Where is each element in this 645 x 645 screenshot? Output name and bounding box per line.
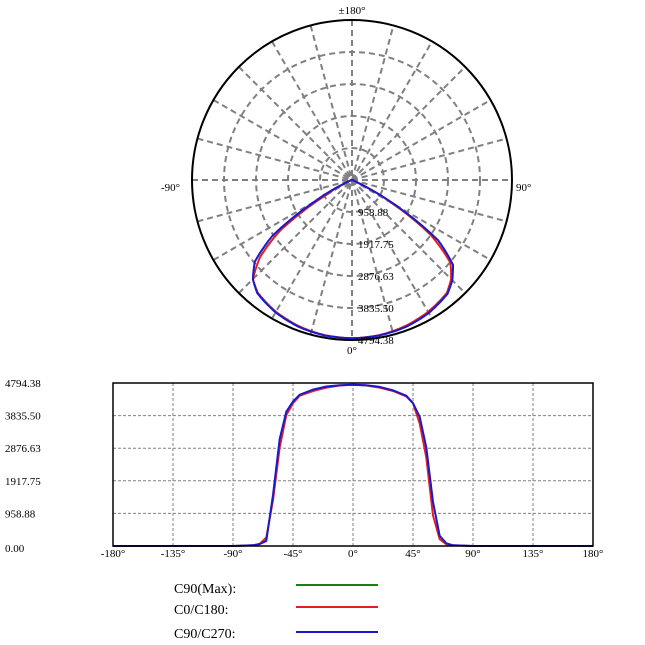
legend-item: C90/C270: [174, 627, 378, 642]
polar-radial-labels: 958.88 1917.75 2876.63 3835.50 4794.38 [358, 207, 394, 347]
x-tick-label: 45° [405, 548, 420, 560]
y-tick-label: 0.00 [5, 543, 25, 555]
polar-radial-label: 4794.38 [358, 335, 394, 347]
polar-diagram: 958.88 1917.75 2876.63 3835.50 4794.38 ±180°… [161, 5, 531, 357]
cartesian-grid [113, 383, 593, 546]
x-tick-label: -135° [161, 548, 186, 560]
legend-label: C90(Max): [174, 582, 236, 597]
polar-series [251, 179, 454, 340]
polar-angle-label-top: ±180° [339, 5, 366, 17]
x-tick-labels: -180° -135° -90° -45° 0° 45° 90° 135° 180° [101, 548, 604, 560]
y-tick-label: 2876.63 [5, 443, 41, 455]
y-tick-label: 1917.75 [5, 476, 41, 488]
legend: C90(Max): C0/C180: C90/C270: [174, 582, 378, 642]
x-tick-label: 0° [348, 548, 358, 560]
legend-label: C90/C270: [174, 627, 235, 642]
y-tick-labels: 0.00 958.88 1917.75 2876.63 3835.50 4794.38 [5, 378, 41, 555]
x-tick-label: -45° [283, 548, 302, 560]
cartesian-series [113, 383, 593, 547]
y-tick-label: 958.88 [5, 508, 36, 520]
x-tick-label: 90° [465, 548, 480, 560]
cartesian-chart: -180° -135° -90° -45° 0° 45° 90° 135° 180° 0.00 9… [5, 378, 603, 560]
polar-angle-label-bottom: 0° [347, 345, 357, 357]
legend-label: C0/C180: [174, 603, 228, 618]
polar-outer-circle [191, 19, 513, 341]
x-tick-label: 180° [583, 548, 604, 560]
cartesian-series-line [113, 383, 593, 547]
x-tick-label: -180° [101, 548, 126, 560]
y-tick-label: 3835.50 [5, 411, 41, 423]
legend-item: C0/C180: [174, 603, 378, 618]
x-tick-label: 135° [523, 548, 544, 560]
legend-item: C90(Max): [174, 582, 378, 597]
polar-radial-label: 1917.75 [358, 239, 394, 251]
y-tick-label: 4794.38 [5, 378, 41, 390]
polar-radial-label: 2876.63 [358, 271, 394, 283]
polar-series-line [251, 179, 454, 340]
cartesian-plot-frame [112, 382, 594, 547]
x-tick-label: -90° [223, 548, 242, 560]
polar-angle-label-right: 90° [516, 182, 531, 194]
polar-angle-label-left: -90° [161, 182, 180, 194]
polar-radial-label: 958.88 [358, 207, 389, 219]
polar-radial-label: 3835.50 [358, 303, 394, 315]
